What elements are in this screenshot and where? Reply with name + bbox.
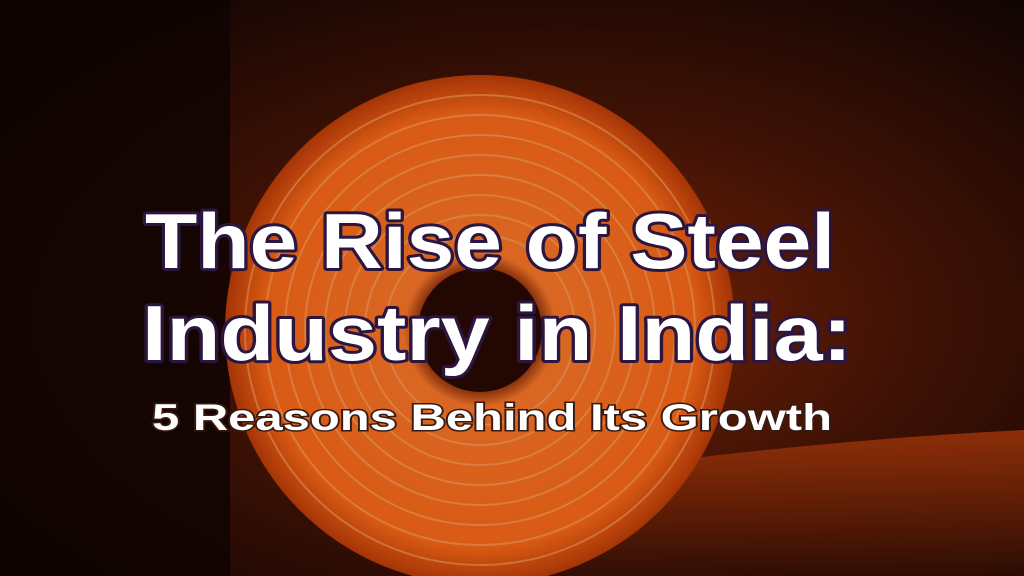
steel-coil	[225, 75, 735, 576]
subtitle: 5 Reasons Behind Its Growth	[152, 397, 832, 438]
shadow-left	[0, 0, 230, 576]
title-line: Industry in India:	[142, 289, 852, 377]
title-line: The Rise of Steel	[145, 197, 835, 285]
